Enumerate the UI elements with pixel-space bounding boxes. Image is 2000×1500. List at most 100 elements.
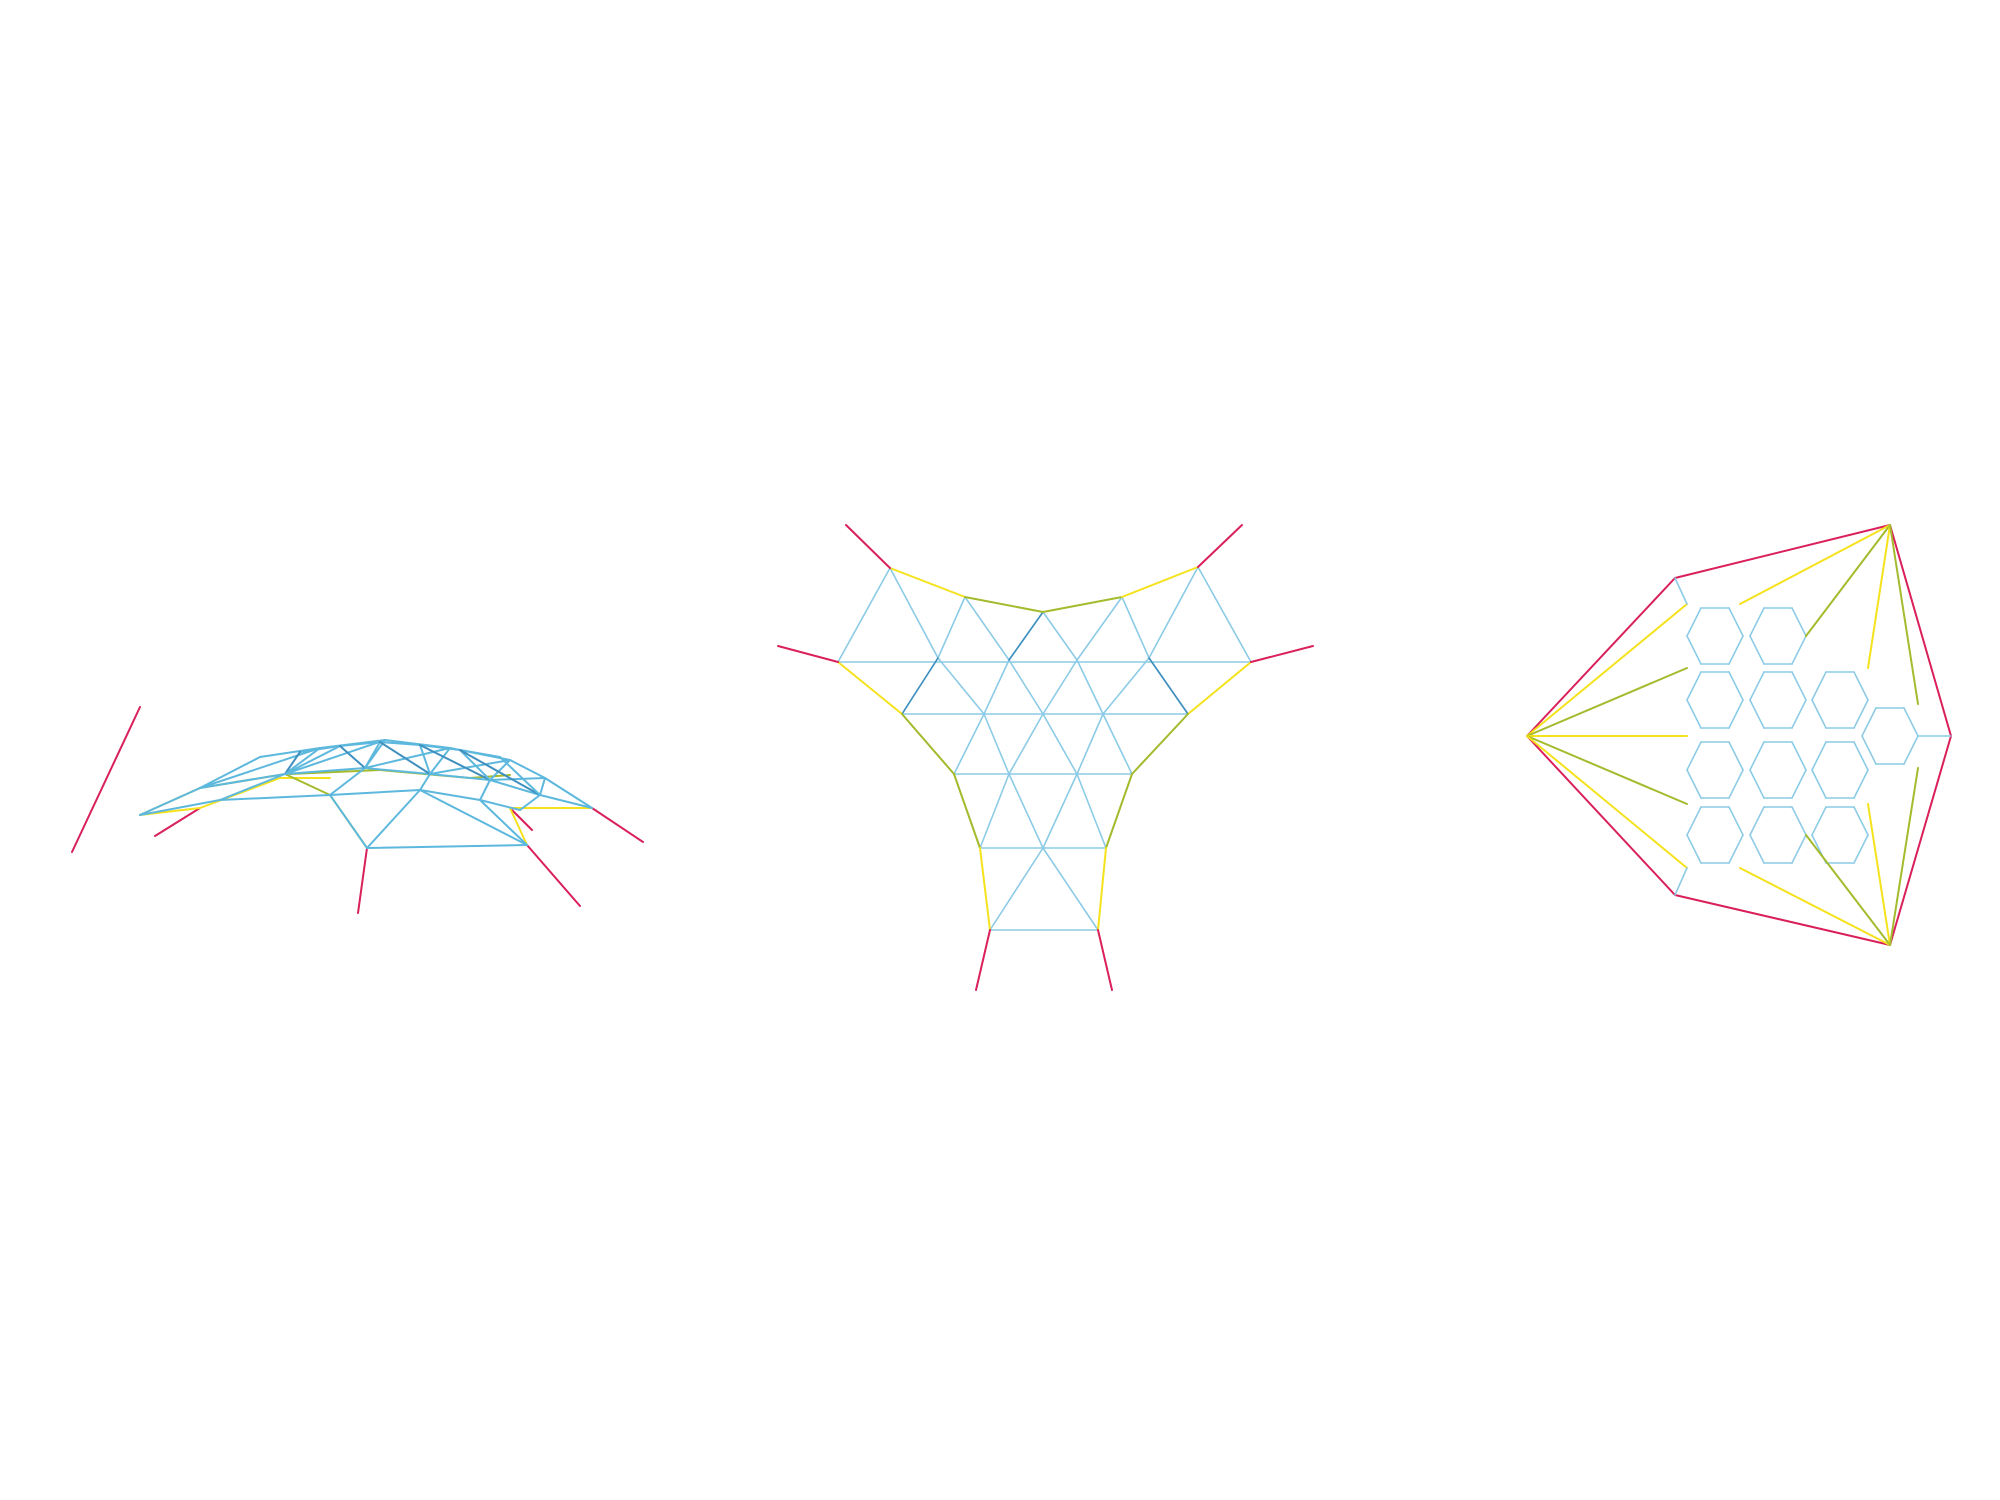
radial-cable xyxy=(1867,803,1891,946)
dome-ring xyxy=(364,767,431,775)
mesh-edge xyxy=(1042,611,1078,661)
mesh-edge xyxy=(1076,713,1104,775)
dome-ring xyxy=(544,777,593,809)
hex-edge xyxy=(1686,699,1702,729)
crown-member xyxy=(339,745,366,769)
mesh-edge xyxy=(837,567,891,663)
dome-ring xyxy=(479,799,521,811)
hex-edge xyxy=(1791,607,1807,637)
crown-ring xyxy=(419,744,461,751)
hex-edge xyxy=(1791,806,1807,836)
crown-member xyxy=(284,745,341,775)
hex-edge xyxy=(1811,741,1827,771)
crown-member xyxy=(419,744,491,781)
mesh-edge xyxy=(1008,773,1044,849)
crown-member xyxy=(459,749,491,781)
boundary-cable xyxy=(837,661,903,715)
anchor-cable xyxy=(1197,524,1243,568)
anchor-cable xyxy=(975,929,991,991)
mesh-edge-dark xyxy=(1008,611,1044,661)
hex-edge xyxy=(1903,707,1919,737)
strut xyxy=(366,789,421,849)
boundary-cable xyxy=(953,773,981,849)
tie xyxy=(1674,867,1688,896)
boundary-cable xyxy=(1121,566,1199,598)
hex-edge xyxy=(1791,834,1807,864)
radial-cable xyxy=(1889,524,1919,705)
radial-cable xyxy=(1739,867,1891,946)
mesh-edge xyxy=(1148,566,1199,659)
mesh-edge xyxy=(1102,713,1133,775)
tie xyxy=(1674,577,1688,605)
hex-edge xyxy=(1903,735,1919,765)
mesh-edge xyxy=(979,773,1010,849)
hex-edge xyxy=(1749,671,1765,701)
hex-edge xyxy=(1749,741,1765,771)
strut xyxy=(419,789,528,846)
hex-edge xyxy=(1791,741,1807,771)
dome-member xyxy=(539,777,546,796)
dome-ring xyxy=(284,767,366,775)
hex-edge xyxy=(1811,769,1827,799)
hex-edge xyxy=(1853,769,1869,799)
outer-boundary xyxy=(1674,894,1891,946)
mesh-edge xyxy=(983,713,1010,775)
crown-ring xyxy=(379,741,421,746)
dome-member xyxy=(364,747,451,769)
hex-edge xyxy=(1749,635,1765,665)
hex-edge xyxy=(1853,741,1869,771)
boundary-cable xyxy=(979,847,991,931)
hex-edge xyxy=(1861,735,1877,765)
hex-edge xyxy=(1728,769,1744,799)
boundary-cable xyxy=(889,567,966,598)
outer-boundary xyxy=(1526,735,1676,896)
dome-member xyxy=(429,759,511,775)
anchor-cable xyxy=(357,847,368,914)
dome-ring xyxy=(489,779,541,796)
mesh-edge xyxy=(1042,713,1078,775)
dome-member xyxy=(139,787,201,816)
hex-edge xyxy=(1686,769,1702,799)
mesh-edge xyxy=(1008,713,1044,775)
boundary-cable xyxy=(509,807,528,846)
mesh-edge-dark xyxy=(1148,657,1189,715)
dome-member xyxy=(219,773,286,801)
mesh-edge xyxy=(983,659,1010,715)
dome-ring xyxy=(199,773,286,789)
mesh-edge xyxy=(953,713,985,775)
hex-edge xyxy=(1861,707,1877,737)
hex-edge xyxy=(1791,699,1807,729)
boundary-cable xyxy=(1042,596,1123,613)
boundary-cable xyxy=(1131,713,1189,775)
radial-cable xyxy=(1805,524,1891,637)
crown-ring xyxy=(339,741,381,747)
mesh-edge xyxy=(937,657,985,715)
radial-cable xyxy=(1739,524,1891,605)
hex-edge xyxy=(1686,806,1702,836)
perspective-view xyxy=(71,706,644,914)
hex-edge xyxy=(1728,741,1744,771)
boundary-cable xyxy=(964,596,1044,613)
outer-boundary xyxy=(1674,524,1891,579)
hex-edge xyxy=(1728,635,1744,665)
hex-edge xyxy=(1686,671,1702,701)
mesh-edge xyxy=(1042,847,1099,931)
anchor-cable xyxy=(1097,929,1113,991)
crown-member xyxy=(459,749,541,796)
radial-cable xyxy=(1526,667,1688,737)
mesh-edge-dark xyxy=(901,657,939,715)
dome-ring xyxy=(329,789,421,796)
dome-ring xyxy=(429,773,491,781)
outer-boundary xyxy=(1889,524,1952,737)
dome-member xyxy=(284,747,321,775)
anchor-cable xyxy=(845,524,891,569)
hex-edge xyxy=(1749,806,1765,836)
hex-edge xyxy=(1686,607,1702,637)
crown-member xyxy=(284,751,301,775)
mesh-edge xyxy=(964,596,1010,661)
anchor-cable xyxy=(509,807,533,831)
hex-edge xyxy=(1728,699,1744,729)
anchor-cable xyxy=(526,844,581,907)
dome-ring xyxy=(419,789,481,801)
